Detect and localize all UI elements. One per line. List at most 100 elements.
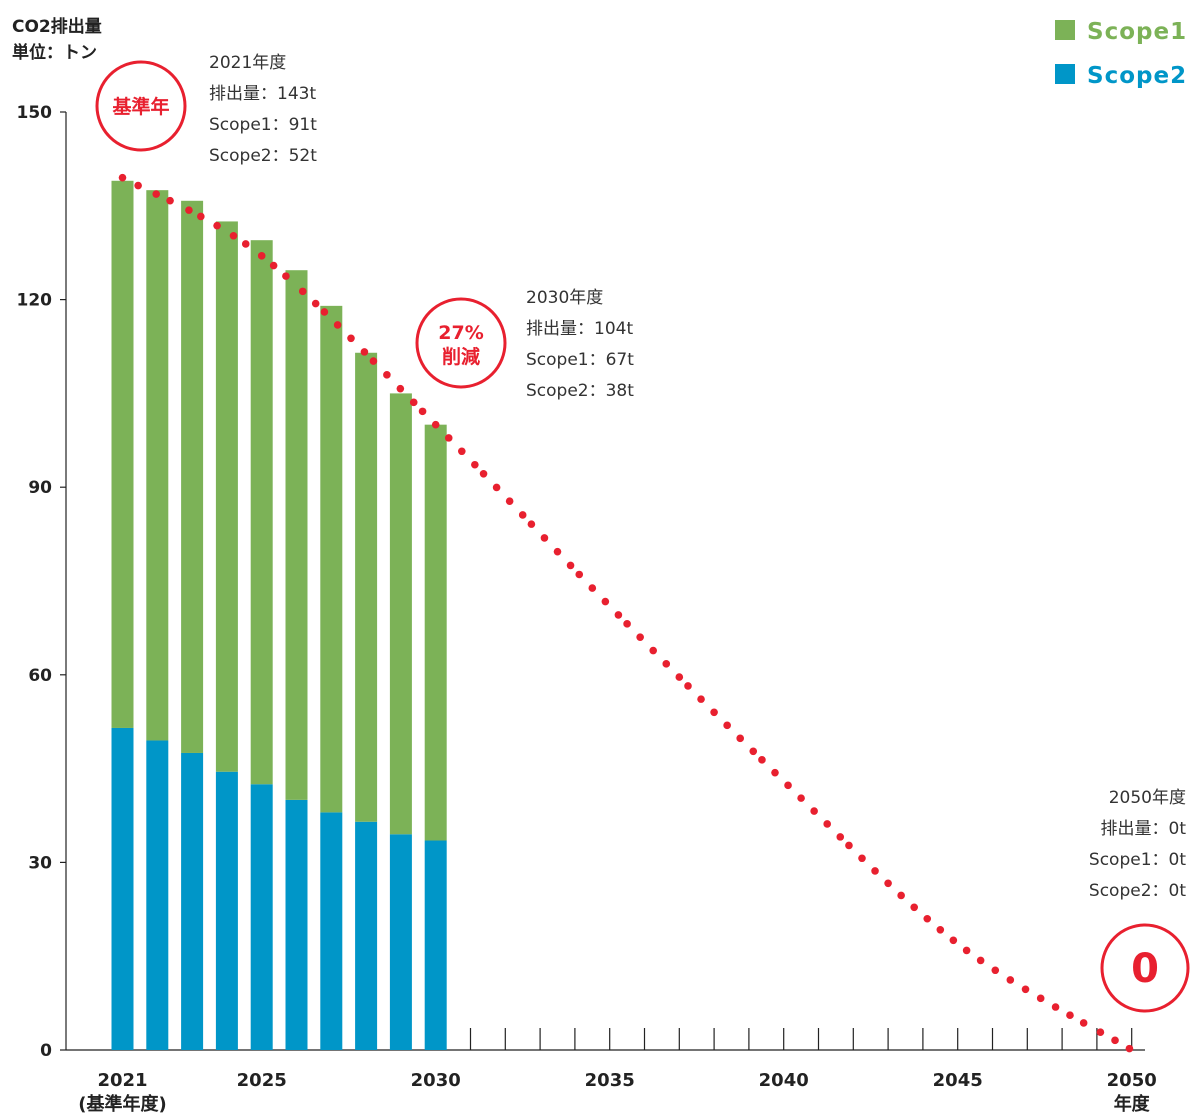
trend-dot	[320, 308, 329, 316]
annotation-base: 2021年度	[209, 53, 286, 73]
trend-dot	[1036, 994, 1045, 1003]
bar-scope2-2024	[215, 771, 238, 1050]
trend-dot	[1021, 985, 1030, 994]
annotation-end: 排出量：0t	[1101, 819, 1187, 839]
bar-scope2-2028	[355, 821, 378, 1050]
trend-dot	[396, 384, 405, 393]
trend-dot	[749, 747, 758, 756]
bar-scope2-2021	[111, 727, 134, 1050]
trend-dot	[962, 946, 971, 955]
trend-dot	[566, 561, 575, 570]
trend-dot	[736, 734, 744, 743]
y-tick-label: 150	[17, 103, 53, 123]
x-tick-label: 2035	[585, 1070, 635, 1091]
trend-dot	[1096, 1028, 1105, 1037]
trend-dot	[601, 597, 610, 606]
trend-dot	[1079, 1019, 1088, 1027]
trend-dot	[369, 357, 378, 365]
annotation-base: 排出量：143t	[209, 84, 316, 104]
trend-dot	[185, 206, 193, 214]
y-tick-label: 90	[28, 478, 52, 498]
trend-dot	[575, 570, 584, 579]
trend-dot	[797, 794, 805, 802]
trend-dot	[360, 348, 369, 356]
trend-dot	[976, 956, 985, 965]
trend-dot	[684, 682, 692, 690]
trend-dot	[771, 768, 779, 777]
trend-dot	[949, 936, 958, 945]
legend-label-scope2: Scope2	[1087, 63, 1187, 89]
bar-scope2-2023	[181, 752, 204, 1050]
bar-scope2-2030	[424, 840, 447, 1050]
trend-dot	[409, 398, 418, 407]
reduce-badge-circle	[415, 297, 507, 389]
bar-scope1-2021	[111, 180, 134, 728]
trend-dot	[810, 807, 818, 815]
trend-dot	[836, 833, 845, 841]
trend-dot	[936, 925, 945, 934]
trend-dot	[1051, 1003, 1060, 1011]
trend-dot	[229, 231, 238, 240]
base-badge-circle	[95, 60, 187, 152]
trend-dot	[858, 854, 866, 863]
annotation-mid: Scope2：38t	[526, 381, 634, 401]
trend-dot	[662, 660, 671, 668]
x-tick-label: 2025	[237, 1070, 287, 1091]
legend-swatch-scope1	[1055, 20, 1075, 40]
trend-dot	[553, 547, 562, 556]
trend-dot	[697, 695, 705, 703]
reduce-badge-text: 27%	[438, 322, 483, 344]
trend-dot	[213, 221, 221, 230]
y-axis-title: 単位：トン	[12, 42, 97, 63]
bar-scope2-2029	[389, 834, 412, 1050]
legend-label-scope1: Scope1	[1087, 19, 1187, 45]
trend-dot	[675, 673, 684, 681]
annotation-base: Scope1：91t	[209, 115, 317, 135]
reduce-badge-text: 削減	[442, 345, 480, 368]
trend-dot	[311, 299, 320, 308]
trend-dot	[910, 903, 918, 912]
trend-dot	[758, 756, 766, 764]
x-tick-label: 2050	[1107, 1070, 1157, 1091]
trend-dot	[884, 879, 892, 888]
y-axis-title: CO2排出量	[12, 16, 102, 37]
trend-dot	[118, 173, 127, 182]
trend-dot	[134, 181, 142, 190]
trend-dot	[710, 708, 718, 717]
annotation-mid: 排出量：104t	[526, 319, 633, 339]
trend-dot	[282, 272, 290, 280]
trend-dot	[649, 646, 657, 655]
trend-dot	[527, 520, 536, 528]
base-badge-text: 基準年	[111, 95, 169, 118]
trend-dot	[197, 212, 205, 221]
bar-scope2-2022	[146, 740, 169, 1050]
bar-scope2-2025	[250, 784, 273, 1050]
y-tick-label: 120	[17, 291, 53, 311]
trend-dot	[897, 891, 905, 900]
bar-scope1-2029	[389, 393, 412, 835]
bar-scope1-2028	[355, 352, 378, 822]
trend-dot	[241, 240, 250, 248]
trend-dot	[614, 611, 623, 619]
trend-dot	[518, 511, 527, 519]
bar-scope1-2023	[181, 200, 204, 753]
x-tick-label: (基準年度)	[78, 1093, 166, 1115]
annotation-mid: 2030年度	[526, 288, 603, 308]
bar-scope2-2027	[320, 812, 343, 1050]
bar-scope2-2026	[285, 799, 308, 1050]
x-tick-label: 2040	[759, 1070, 809, 1091]
y-tick-label: 60	[28, 666, 52, 686]
legend-swatch-scope2	[1055, 64, 1075, 84]
annotation-end: 2050年度	[1109, 788, 1186, 808]
trend-dot	[845, 841, 853, 850]
trend-dot	[871, 867, 879, 875]
annotation-end: Scope2：0t	[1089, 881, 1186, 901]
trend-dot	[479, 470, 488, 478]
trend-dot	[623, 620, 631, 628]
trend-dot	[823, 820, 831, 828]
trend-dot	[257, 252, 266, 260]
trend-dot	[444, 434, 453, 442]
trend-dot	[1066, 1011, 1074, 1020]
trend-dot	[991, 966, 1000, 975]
